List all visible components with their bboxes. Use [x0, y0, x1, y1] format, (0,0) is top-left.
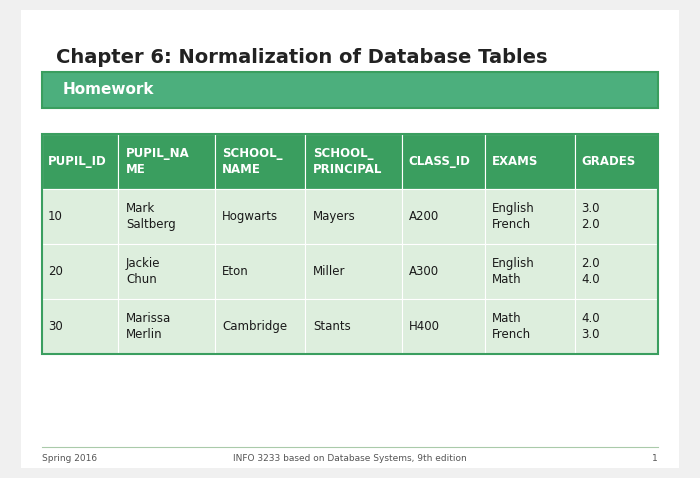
FancyBboxPatch shape — [21, 10, 679, 468]
Text: Stants: Stants — [313, 320, 351, 333]
FancyBboxPatch shape — [215, 244, 305, 299]
FancyBboxPatch shape — [575, 244, 658, 299]
FancyBboxPatch shape — [305, 244, 402, 299]
Text: INFO 3233 based on Database Systems, 9th edition: INFO 3233 based on Database Systems, 9th… — [233, 455, 467, 463]
Text: English
French: English French — [492, 202, 535, 231]
Text: 10: 10 — [48, 210, 63, 223]
Text: Homework: Homework — [63, 82, 155, 97]
FancyBboxPatch shape — [42, 244, 118, 299]
Text: 3.0
2.0: 3.0 2.0 — [582, 202, 600, 231]
Text: 1: 1 — [652, 455, 658, 463]
Text: A300: A300 — [409, 265, 439, 278]
FancyBboxPatch shape — [485, 189, 575, 244]
Text: Jackie
Chun: Jackie Chun — [126, 257, 160, 286]
FancyBboxPatch shape — [305, 299, 402, 354]
FancyBboxPatch shape — [402, 189, 485, 244]
FancyBboxPatch shape — [485, 244, 575, 299]
Text: 20: 20 — [48, 265, 63, 278]
Text: SCHOOL_
NAME: SCHOOL_ NAME — [222, 147, 283, 176]
FancyBboxPatch shape — [42, 72, 658, 108]
FancyBboxPatch shape — [118, 134, 215, 189]
FancyBboxPatch shape — [118, 189, 215, 244]
Text: PUPIL_NA
ME: PUPIL_NA ME — [126, 147, 190, 176]
Text: Marissa
Merlin: Marissa Merlin — [126, 312, 171, 341]
Text: Miller: Miller — [313, 265, 345, 278]
Text: H400: H400 — [409, 320, 440, 333]
Text: PUPIL_ID: PUPIL_ID — [48, 155, 107, 168]
FancyBboxPatch shape — [215, 189, 305, 244]
Text: Hogwarts: Hogwarts — [222, 210, 279, 223]
FancyBboxPatch shape — [42, 134, 118, 189]
Text: 2.0
4.0: 2.0 4.0 — [582, 257, 600, 286]
FancyBboxPatch shape — [215, 134, 305, 189]
Text: Mark
Saltberg: Mark Saltberg — [126, 202, 176, 231]
Text: 4.0
3.0: 4.0 3.0 — [582, 312, 600, 341]
FancyBboxPatch shape — [485, 299, 575, 354]
FancyBboxPatch shape — [575, 299, 658, 354]
Text: Eton: Eton — [222, 265, 249, 278]
Text: Spring 2016: Spring 2016 — [42, 455, 97, 463]
FancyBboxPatch shape — [42, 189, 118, 244]
FancyBboxPatch shape — [42, 299, 118, 354]
Text: English
Math: English Math — [492, 257, 535, 286]
FancyBboxPatch shape — [305, 134, 402, 189]
FancyBboxPatch shape — [485, 134, 575, 189]
FancyBboxPatch shape — [118, 299, 215, 354]
FancyBboxPatch shape — [575, 134, 658, 189]
Text: Chapter 6: Normalization of Database Tables: Chapter 6: Normalization of Database Tab… — [56, 48, 547, 67]
Text: Mayers: Mayers — [313, 210, 356, 223]
Text: A200: A200 — [409, 210, 439, 223]
FancyBboxPatch shape — [118, 244, 215, 299]
Text: SCHOOL_
PRINCIPAL: SCHOOL_ PRINCIPAL — [313, 147, 382, 176]
FancyBboxPatch shape — [215, 299, 305, 354]
Text: 30: 30 — [48, 320, 63, 333]
Text: Math
French: Math French — [492, 312, 531, 341]
FancyBboxPatch shape — [402, 244, 485, 299]
Text: CLASS_ID: CLASS_ID — [409, 155, 470, 168]
FancyBboxPatch shape — [402, 134, 485, 189]
Text: GRADES: GRADES — [582, 155, 636, 168]
FancyBboxPatch shape — [305, 189, 402, 244]
Text: EXAMS: EXAMS — [492, 155, 538, 168]
FancyBboxPatch shape — [575, 189, 658, 244]
Text: Cambridge: Cambridge — [222, 320, 288, 333]
FancyBboxPatch shape — [402, 299, 485, 354]
